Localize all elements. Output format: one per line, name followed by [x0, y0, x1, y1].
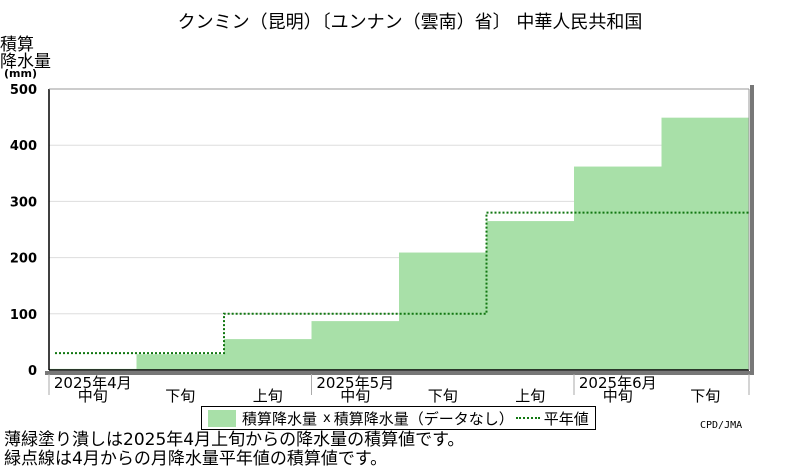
right-bevel	[750, 85, 754, 374]
x-tick-label-4: 下旬	[428, 387, 458, 405]
x-tick-label-0: 中旬	[78, 387, 108, 405]
bottom-bevel	[45, 371, 754, 375]
legend-label-no-data: 積算降水量（データなし）	[333, 409, 514, 428]
month-label-0: 2025年4月	[54, 374, 132, 392]
month-label-3: 2025年5月	[316, 374, 394, 392]
x-tick-label-3: 中旬	[340, 387, 370, 405]
legend-marker-no-data: x	[323, 410, 331, 426]
x-tick-label-7: 下旬	[690, 387, 720, 405]
legend-label-accumulated: 積算降水量	[242, 409, 318, 428]
bar-上旬-5	[486, 221, 575, 370]
bar-中旬-3	[311, 321, 400, 370]
legend: 積算降水量 x 積算降水量（データなし） 平年値	[201, 406, 596, 430]
note-fill-description: 薄緑塗り潰しは2025年4月上旬からの降水量の積算値です。	[4, 430, 465, 450]
bar-上旬-2	[224, 339, 312, 370]
y-tick-label-400: 400	[10, 139, 37, 154]
month-label-6: 2025年6月	[579, 374, 657, 392]
normal-step-line	[55, 211, 749, 355]
chart-title: クンミン（昆明）〔ユンナン（雲南）省〕 中華人民共和国	[178, 12, 643, 33]
x-tick-label-6: 中旬	[603, 387, 633, 405]
y-tick-label-100: 100	[10, 308, 37, 323]
bar-中旬-6	[574, 166, 662, 370]
credit: CPD/JMA	[700, 420, 743, 431]
legend-swatch-accumulated	[208, 409, 236, 427]
y-tick-label-500: 500	[10, 83, 37, 98]
note-dotted-description: 緑点線は4月からの月降水量平年値の積算値です。	[4, 449, 388, 469]
y-tick-label-300: 300	[10, 195, 37, 210]
y-axis-label-unit: (mm)	[4, 67, 37, 80]
legend-label-normal: 平年値	[543, 409, 589, 428]
x-tick-label-5: 上旬	[515, 387, 545, 405]
bar-下旬-4	[399, 252, 487, 370]
x-tick-label-2: 上旬	[253, 387, 283, 405]
bar-下旬-7	[661, 117, 750, 370]
bar-下旬-1	[136, 354, 225, 370]
y-tick-label-200: 200	[10, 252, 37, 267]
legend-dotted-line-icon	[515, 417, 540, 419]
y-tick-label-0: 0	[28, 364, 37, 379]
x-tick-label-1: 下旬	[165, 387, 195, 405]
y-axis-label-line1: 積算	[0, 35, 34, 55]
y-axis-label-line2: 降水量	[0, 52, 51, 72]
